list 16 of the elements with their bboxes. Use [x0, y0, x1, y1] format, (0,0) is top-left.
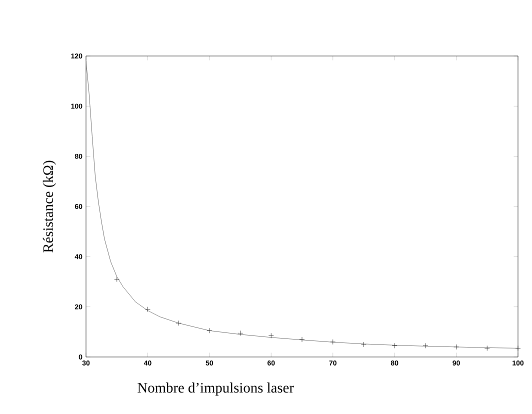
point [515, 346, 521, 351]
point [484, 346, 490, 351]
point [176, 320, 182, 326]
point [330, 339, 336, 345]
point [145, 306, 150, 312]
point [206, 328, 212, 334]
point [454, 344, 459, 350]
point [114, 276, 120, 282]
point [361, 342, 366, 348]
point [299, 336, 305, 342]
point [392, 343, 398, 348]
x-axis-title: Nombre d’impulsions laser [138, 382, 294, 396]
y-axis-title: Résistance (kΩ) [42, 160, 56, 252]
point [268, 332, 274, 338]
point [238, 330, 243, 336]
point [422, 343, 428, 348]
